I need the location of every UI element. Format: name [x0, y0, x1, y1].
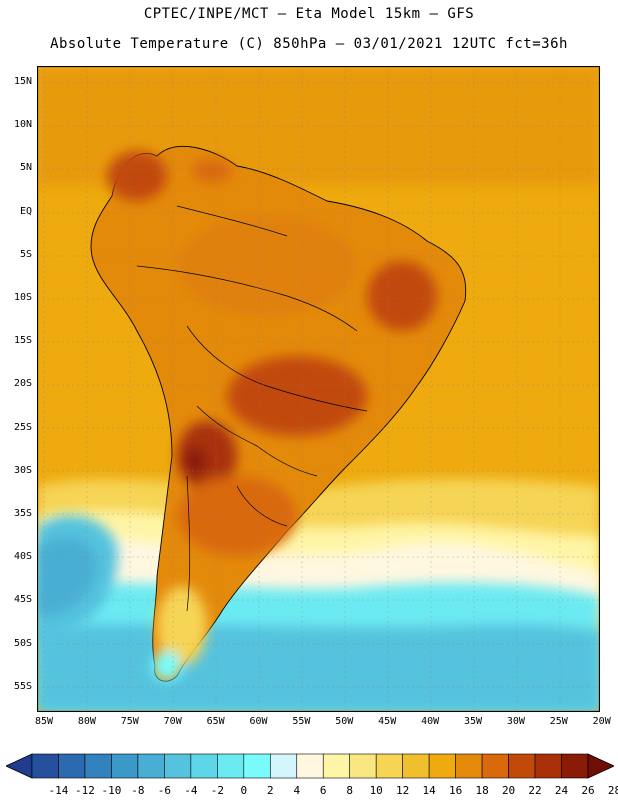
colorbar-label: -12: [75, 784, 95, 797]
latitude-label: 35S: [13, 508, 32, 519]
latitude-label: 55S: [13, 680, 32, 692]
longitude-label: 40W: [421, 716, 440, 727]
colorbar-label: -10: [101, 784, 122, 797]
latitude-label: EQ: [19, 205, 32, 217]
latitude-label: 10S: [13, 292, 32, 303]
latitude-label: 10N: [13, 119, 32, 131]
colorbar-swatch: [31, 753, 59, 779]
colorbar-swatch: [402, 753, 430, 779]
longitude-label: 65W: [206, 716, 225, 727]
colorbar-swatch: [455, 753, 483, 779]
latitude-label: 5S: [19, 248, 32, 260]
graticule: [37, 66, 600, 712]
colorbar-swatch: [137, 753, 165, 779]
colorbar-swatch: [243, 753, 271, 779]
colorbar-label: 26: [581, 784, 595, 797]
colorbar-label: -14: [48, 784, 69, 797]
colorbar-swatch: [164, 753, 192, 779]
longitude-label: 85W: [34, 716, 54, 727]
cool-patagonia: [157, 586, 207, 666]
colorbar-label: 6: [319, 784, 327, 797]
longitude-label: 55W: [292, 716, 311, 727]
colorbar-swatch: [349, 753, 377, 779]
colorbar-swatch: [84, 753, 112, 779]
colorbar-label: 24: [554, 784, 569, 797]
longitude-label: 20W: [592, 716, 611, 727]
colorbar-swatch: [190, 753, 218, 779]
hot-spot-central: [227, 356, 367, 436]
latitude-label: 15S: [13, 335, 32, 347]
cold-ocean: [37, 624, 600, 712]
longitude-label: 30W: [506, 716, 525, 727]
latitude-label: 40S: [13, 551, 32, 563]
colorbar-arrow-low: [6, 753, 33, 779]
longitude-label: 75W: [120, 716, 139, 727]
latitude-label: 25S: [13, 421, 32, 433]
map-border: [37, 66, 600, 712]
warm-amazon: [177, 216, 357, 316]
colorbar-label: 22: [528, 784, 542, 797]
colorbar-label: 20: [501, 784, 516, 797]
latitude-label: 50S: [13, 637, 32, 649]
hot-spot-ne-brazil: [367, 261, 437, 331]
warm-pampas: [177, 476, 297, 556]
colorbar-label: -8: [131, 784, 145, 797]
colorbar-label: -2: [210, 784, 224, 797]
colorbar-label: 14: [422, 784, 436, 797]
colorbar-swatch: [481, 753, 509, 779]
title-line-1: CPTEC/INPE/MCT – Eta Model 15km – GFS: [143, 6, 475, 22]
colorbar-swatch: [508, 753, 536, 779]
hot-spot-core: [183, 447, 207, 475]
cold-pocket-core: [37, 537, 98, 618]
colorbar-label: 0: [240, 784, 248, 797]
colorbar-swatch: [58, 753, 86, 779]
title-line-2: Absolute Temperature (C) 850hPa – 03/01/…: [50, 36, 568, 52]
country-borders: [136, 205, 368, 612]
colorbar-swatch: [322, 753, 351, 779]
longitude-label: 70W: [163, 716, 182, 727]
temperature-map: [37, 66, 600, 712]
longitude-label: 45W: [378, 716, 397, 727]
colorbar-swatch: [269, 753, 298, 779]
latitude-label: 45S: [13, 594, 32, 606]
longitude-label: 80W: [77, 716, 96, 727]
latitude-label: 5N: [19, 162, 32, 174]
colorbar-label: 8: [346, 784, 354, 797]
colorbar-label: 10: [369, 784, 383, 797]
colorbar-label: 16: [448, 784, 463, 797]
colorbar-swatch: [375, 753, 403, 779]
longitude-label: 35W: [463, 716, 483, 727]
colorbar-label: 12: [396, 784, 410, 797]
latitude-label: 20S: [13, 378, 32, 390]
colorbar-swatch: [217, 753, 245, 779]
colorbar-label: -4: [184, 784, 198, 797]
colorbar-label: -6: [157, 784, 171, 797]
longitude-label: 60W: [249, 716, 268, 727]
latitude-label: 15N: [13, 76, 32, 87]
colorbar: [6, 753, 614, 779]
colorbar-label: 18: [475, 784, 489, 797]
colorbar-label: 4: [293, 784, 301, 797]
colorbar-swatch: [296, 753, 324, 779]
colorbar-swatch: [534, 753, 562, 779]
cold-tip: [152, 651, 182, 681]
colorbar-label: 28: [607, 784, 618, 797]
colorbar-label: 2: [266, 784, 274, 797]
longitude-label: 50W: [335, 716, 354, 727]
hot-spot-venezuela: [192, 159, 232, 183]
hot-spot-north: [107, 151, 167, 201]
colorbar-swatch: [561, 753, 589, 779]
latitude-label: 30S: [13, 464, 32, 476]
longitude-label: 25W: [549, 716, 568, 727]
colorbar-swatch: [428, 753, 456, 779]
colorbar-arrow-high: [587, 753, 614, 779]
colorbar-swatch: [111, 753, 139, 779]
